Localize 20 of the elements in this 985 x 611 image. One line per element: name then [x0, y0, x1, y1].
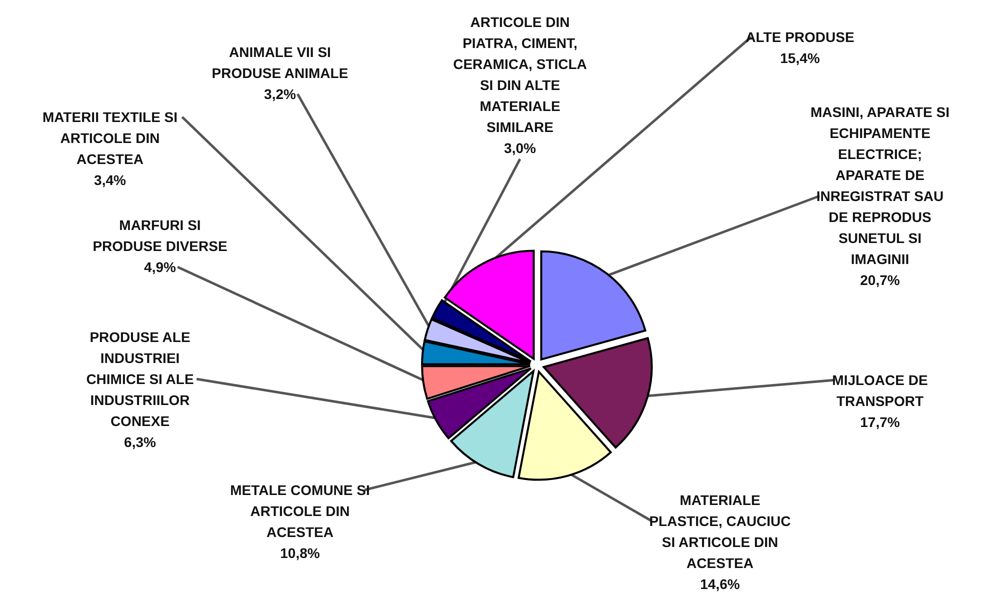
data-label: 3,2%: [264, 86, 296, 102]
slice-label: MARFURI SI PRODUSE DIVERSE: [92, 217, 228, 254]
slice-label: MIJLOACE DE TRANSPORT: [832, 372, 928, 409]
data-label: 20,7%: [860, 272, 900, 288]
slice-label: MATERII TEXTILE SI ARTICOLE DIN ACESTEA: [42, 109, 178, 167]
slice-label: METALE COMUNE SI ARTICOLE DIN ACESTEA: [230, 482, 370, 540]
slice-label: MATERIALE PLASTICE, CAUCIUC SI ARTICOLE DIN ACESTEA: [649, 492, 791, 571]
data-label: 3,4%: [94, 172, 126, 188]
data-label: 14,6%: [700, 576, 740, 592]
data-label: 10,8%: [280, 545, 320, 561]
data-label: 4,9%: [144, 259, 176, 275]
data-label: 17,7%: [860, 414, 900, 430]
slice-label: ANIMALE VII SI PRODUSE ANIMALE: [212, 44, 348, 81]
slice-label: ARTICOLE DIN PIATRA, CIMENT, CERAMICA, STICLA SI DIN ALTE MATERIALE SIMILARE: [453, 14, 587, 135]
data-label: 6,3%: [124, 434, 156, 450]
data-label: 15,4%: [780, 50, 820, 66]
slice-label: ALTE PRODUSE: [746, 29, 854, 45]
slice-label: MASINI, APARATE SI ECHIPAMENTE ELECTRICE; APARATE DE INREGISTRAT SAU DE REPRODUS SUNETUL SI IMAGINII: [810, 104, 950, 267]
data-label: 3,0%: [504, 140, 536, 156]
slice-label: PRODUSE ALE INDUSTRIEI CHIMICE SI ALE INDUSTRIILOR CONEXE: [86, 329, 194, 429]
